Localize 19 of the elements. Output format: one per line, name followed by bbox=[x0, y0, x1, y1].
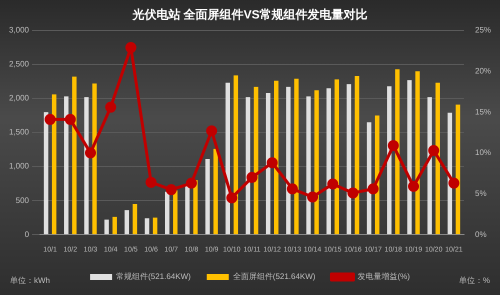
y-tick-label: 500 bbox=[16, 196, 30, 205]
chart-title: 光伏电站 全面屏组件VS常规组件发电量对比 bbox=[131, 8, 368, 22]
y2-tick-label: 20% bbox=[474, 66, 492, 76]
text: 单位：% bbox=[458, 276, 490, 286]
y-tick-label: 2,000 bbox=[8, 94, 30, 103]
y-tick-label: 1,000 bbox=[8, 162, 30, 171]
y-tick-label: 3,000 bbox=[8, 26, 30, 35]
y-tick-label: 1,500 bbox=[8, 128, 30, 137]
y2-tick-label: 25% bbox=[474, 26, 492, 35]
legend-label: 发电量增益(%) bbox=[357, 272, 410, 282]
y-tick-label: 2,500 bbox=[8, 60, 30, 69]
y2-tick-label: 0% bbox=[474, 230, 487, 239]
y2-tick-label: 15% bbox=[474, 107, 492, 116]
legend-label: 常规组件(521.64KW) bbox=[116, 272, 192, 282]
text: 单位：kWh bbox=[10, 276, 50, 286]
y2-tick-label: 5% bbox=[474, 188, 487, 198]
y-tick-label: 0 bbox=[24, 230, 30, 239]
y2-tick-label: 10% bbox=[474, 148, 492, 158]
legend-label: 全面屏组件(521.64KW) bbox=[232, 272, 316, 282]
